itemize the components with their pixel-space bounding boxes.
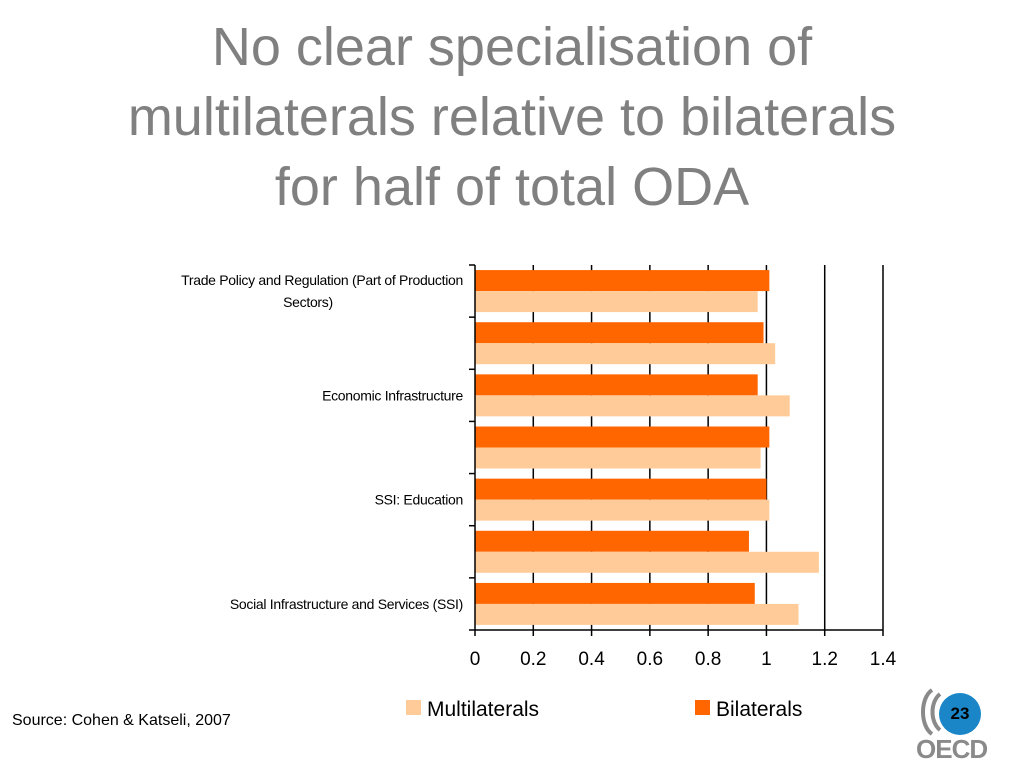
x-tick-label: 1.2 bbox=[812, 649, 838, 670]
bar-bilaterals bbox=[475, 270, 770, 292]
bar-multilaterals bbox=[475, 551, 819, 573]
bar-bilaterals bbox=[475, 582, 755, 604]
legend-swatch-bilaterals bbox=[695, 700, 710, 715]
oecd-logo-text: OECD bbox=[916, 734, 988, 764]
legend-label-bilaterals: Bilaterals bbox=[716, 698, 802, 721]
x-tick-label: 0.4 bbox=[578, 649, 605, 670]
oecd-logo-icon bbox=[921, 688, 942, 736]
category-label: Trade Policy and Regulation (Part of Pro… bbox=[181, 272, 463, 288]
legend-swatch-multilaterals bbox=[406, 700, 421, 715]
label-layer: Trade Policy and Regulation (Part of Pro… bbox=[181, 272, 464, 612]
bar-bilaterals bbox=[475, 322, 764, 344]
bar-layer bbox=[475, 270, 819, 625]
legend: Multilaterals Bilaterals bbox=[406, 698, 802, 721]
bar-bilaterals bbox=[475, 478, 767, 500]
x-tick-label: 0.6 bbox=[637, 649, 663, 670]
category-label: Economic Infrastructure bbox=[322, 387, 463, 403]
page-number-badge: 23 bbox=[939, 693, 981, 735]
axis-layer: 0 0.2 0.4 0.6 0.8 1 1.2 1.4 bbox=[469, 264, 897, 670]
x-tick-label: 1 bbox=[761, 649, 772, 670]
bar-bilaterals bbox=[475, 426, 770, 448]
bar-multilaterals bbox=[475, 603, 799, 625]
x-tick-label: 0.2 bbox=[520, 649, 546, 670]
bar-multilaterals bbox=[475, 499, 770, 521]
source-note: Source: Cohen & Katseli, 2007 bbox=[12, 712, 231, 729]
category-label: Social Infrastructure and Services (SSI) bbox=[230, 596, 463, 612]
bar-multilaterals bbox=[475, 447, 761, 469]
bar-bilaterals bbox=[475, 530, 749, 552]
bar-bilaterals bbox=[475, 374, 758, 396]
title-line-1: No clear specialisation of bbox=[211, 17, 813, 77]
title-line-2: multilaterals relative to bilaterals bbox=[127, 87, 897, 147]
slide-title: No clear specialisation of multilaterals… bbox=[60, 12, 964, 222]
bar-multilaterals bbox=[475, 395, 790, 417]
bar-multilaterals bbox=[475, 291, 758, 313]
title-line-3: for half of total ODA bbox=[274, 157, 750, 217]
x-tick-label: 0.8 bbox=[695, 649, 721, 670]
x-tick-label: 1.4 bbox=[870, 649, 897, 670]
legend-label-multilaterals: Multilaterals bbox=[427, 698, 539, 721]
category-label: Sectors) bbox=[283, 294, 333, 310]
category-label: SSI: Education bbox=[375, 492, 463, 508]
x-tick-label: 0 bbox=[470, 649, 481, 670]
bar-multilaterals bbox=[475, 343, 776, 365]
